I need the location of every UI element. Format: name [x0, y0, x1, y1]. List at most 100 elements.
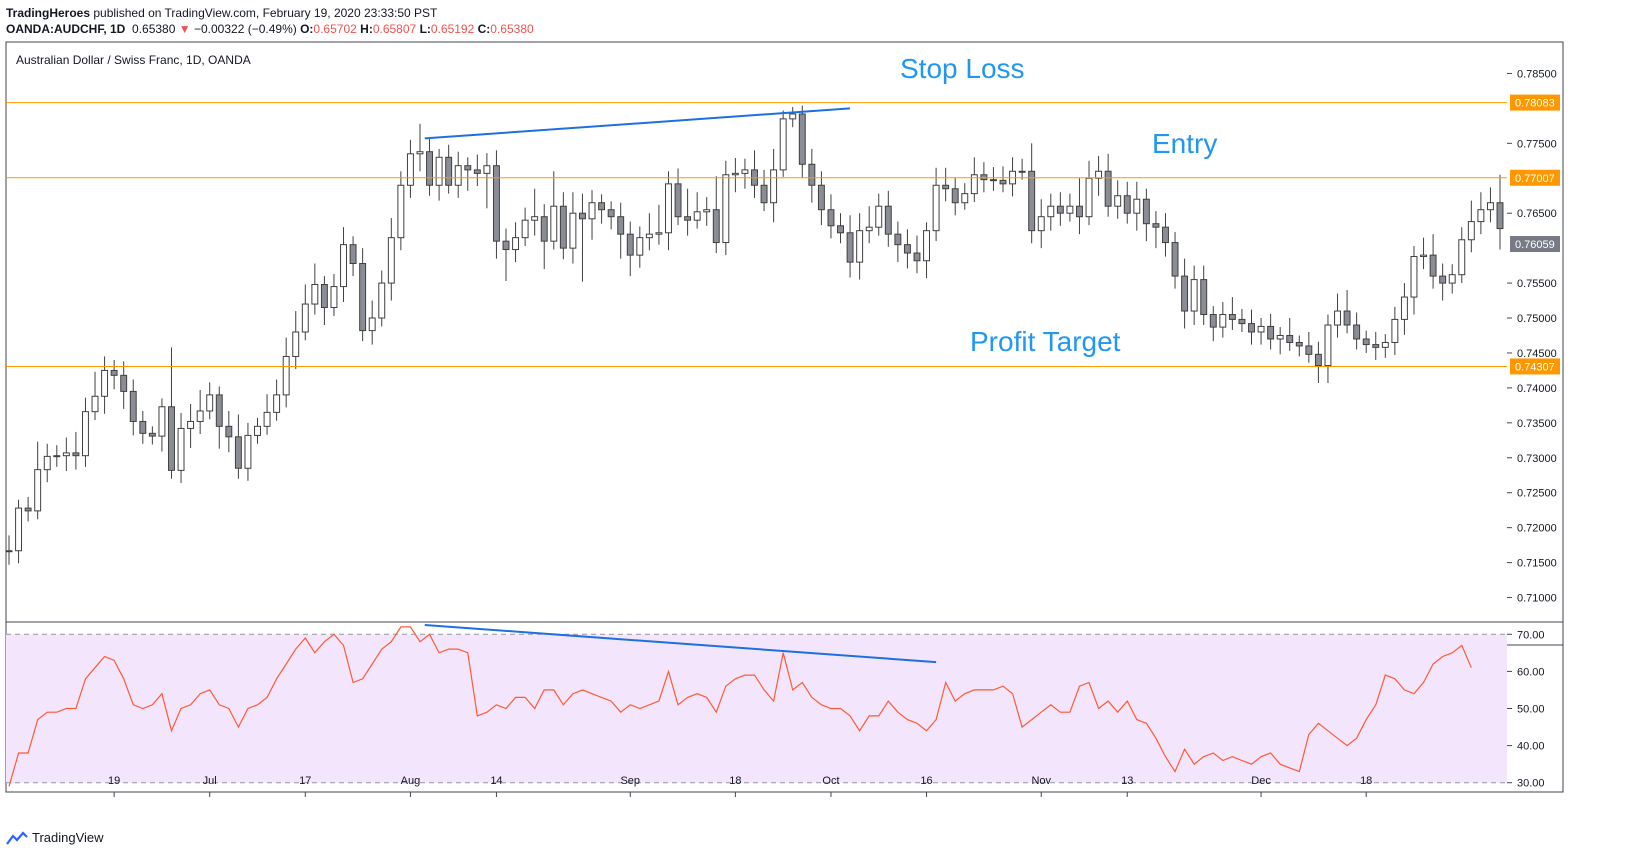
candle [827, 194, 835, 239]
candle [970, 157, 978, 203]
candle-body [1353, 324, 1361, 340]
candle [359, 248, 367, 342]
candle-body [196, 410, 204, 422]
price-tick-label: 0.75000 [1517, 313, 1557, 325]
candle [1410, 246, 1418, 315]
candle [1295, 335, 1303, 357]
candle [340, 227, 347, 302]
candle-body [817, 184, 825, 211]
candle-body [1190, 279, 1198, 312]
level-price-tag [1510, 169, 1560, 186]
candle [1391, 306, 1399, 356]
candle-body [521, 219, 529, 239]
candle-body [1477, 209, 1485, 223]
candle [894, 221, 902, 263]
candle [1276, 327, 1284, 355]
candle-body [531, 216, 539, 221]
time-tick-label: 19 [108, 775, 120, 787]
candle [999, 166, 1007, 193]
price-tick-label: 0.74000 [1517, 383, 1557, 395]
candle [129, 379, 137, 436]
candle-body [215, 394, 223, 427]
candle-body [473, 169, 481, 174]
candle [1458, 227, 1466, 284]
candle-body [550, 205, 558, 242]
candle-body [1391, 318, 1399, 343]
candle [951, 177, 959, 216]
time-tick-label: Oct [822, 775, 839, 787]
candle-body [110, 369, 118, 376]
candle-body [311, 283, 319, 305]
candle-body [808, 163, 816, 186]
current-price-tag [1510, 236, 1560, 253]
candle-body [760, 184, 768, 204]
candle-body [712, 209, 720, 244]
axes: 0.78083 0.77007 0.74307 0.78500 0.77500 0.765… [6, 68, 1563, 797]
candle [158, 398, 166, 452]
price-tick-label: 0.73000 [1517, 453, 1557, 465]
candle-body [1420, 254, 1428, 258]
candle [1372, 332, 1380, 360]
candle [578, 193, 586, 282]
candle-body [1037, 216, 1045, 232]
candle-body [980, 174, 988, 181]
candle [961, 183, 969, 210]
price-tick-label: 0.72500 [1517, 488, 1557, 500]
candle [1324, 314, 1332, 384]
candle [1228, 297, 1236, 330]
candle-body [177, 427, 185, 471]
candle [206, 382, 214, 420]
candle [1018, 158, 1026, 180]
candle [168, 347, 175, 479]
candle-body [569, 212, 577, 249]
candle [1181, 258, 1189, 329]
candle [636, 226, 644, 268]
candle [62, 437, 70, 472]
candle [445, 144, 453, 194]
candle [1037, 199, 1045, 249]
candle [626, 221, 634, 277]
candle [665, 171, 672, 251]
rsi-tick-label: 40.00 [1517, 741, 1545, 753]
candle [110, 359, 118, 390]
candle-body [1171, 242, 1179, 277]
candle-body [837, 225, 844, 234]
candle-body [5, 550, 13, 553]
candle [349, 236, 357, 277]
rsi-tick-label: 70.00 [1517, 629, 1545, 641]
candle [1142, 188, 1150, 242]
candle [426, 139, 434, 196]
candle [903, 229, 911, 269]
candle [435, 148, 443, 201]
candle-body [655, 232, 663, 235]
price-tick-label: 0.75500 [1517, 278, 1557, 290]
candle-body [320, 283, 328, 309]
level-lines: Stop Loss Entry Profit Target [6, 53, 1507, 367]
candle [1257, 318, 1265, 345]
rsi-trendline [424, 624, 937, 664]
time-tick-label: 13 [1121, 775, 1133, 787]
candle [1286, 318, 1294, 351]
candle [282, 337, 290, 408]
last-price: 0.65380 [132, 22, 176, 36]
candle [884, 190, 892, 247]
candle [1047, 193, 1055, 231]
candle [397, 171, 405, 251]
candle-body [684, 216, 692, 221]
candle [1343, 290, 1351, 334]
candle [234, 414, 242, 479]
candle [693, 192, 701, 229]
candle [808, 148, 816, 203]
candle [196, 390, 204, 435]
candle-body [101, 369, 109, 397]
open-label: O: [300, 22, 314, 36]
candle-body [454, 165, 462, 186]
candle-body [158, 406, 166, 437]
candle [817, 171, 825, 226]
candle-body [626, 233, 634, 256]
candle-body [387, 237, 395, 284]
candle [1056, 192, 1064, 226]
candle [187, 403, 195, 448]
candle-body [1209, 314, 1217, 328]
